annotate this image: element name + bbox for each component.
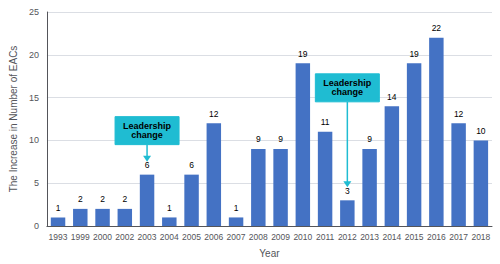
svg-text:25: 25	[29, 7, 39, 17]
svg-text:22: 22	[432, 23, 442, 33]
svg-text:change: change	[131, 130, 163, 140]
svg-text:0: 0	[34, 221, 39, 231]
svg-text:2003: 2003	[138, 232, 157, 242]
svg-text:2013: 2013	[360, 232, 379, 242]
svg-text:1: 1	[56, 203, 61, 213]
svg-text:1993: 1993	[49, 232, 68, 242]
svg-text:11: 11	[321, 117, 330, 127]
svg-text:2002: 2002	[115, 232, 134, 242]
svg-text:3: 3	[345, 186, 350, 196]
svg-text:6: 6	[145, 160, 150, 170]
svg-text:20: 20	[29, 50, 39, 60]
svg-text:change: change	[332, 87, 364, 97]
svg-text:2014: 2014	[382, 232, 401, 242]
svg-text:2015: 2015	[405, 232, 424, 242]
svg-text:9: 9	[256, 134, 261, 144]
svg-text:2006: 2006	[204, 232, 223, 242]
svg-text:2017: 2017	[449, 232, 468, 242]
svg-text:2009: 2009	[271, 232, 290, 242]
svg-text:12: 12	[454, 109, 464, 119]
svg-text:9: 9	[367, 134, 372, 144]
svg-text:10: 10	[476, 126, 486, 136]
svg-text:2018: 2018	[471, 232, 490, 242]
svg-text:Year: Year	[259, 248, 280, 259]
svg-text:10: 10	[29, 135, 39, 145]
svg-text:1: 1	[167, 203, 172, 213]
svg-text:2007: 2007	[227, 232, 246, 242]
svg-text:9: 9	[278, 134, 283, 144]
svg-text:15: 15	[29, 93, 39, 103]
svg-text:2: 2	[122, 194, 127, 204]
svg-text:19: 19	[298, 49, 308, 59]
svg-text:2000: 2000	[93, 232, 112, 242]
svg-text:12: 12	[209, 109, 219, 119]
svg-text:2012: 2012	[338, 232, 357, 242]
svg-text:2011: 2011	[316, 232, 335, 242]
svg-text:1: 1	[234, 203, 239, 213]
svg-text:2: 2	[100, 194, 105, 204]
svg-text:Leadership: Leadership	[323, 78, 372, 89]
svg-text:2005: 2005	[182, 232, 201, 242]
svg-text:Leadership: Leadership	[123, 121, 172, 132]
svg-text:2: 2	[78, 194, 83, 204]
svg-text:6: 6	[189, 160, 194, 170]
svg-text:2004: 2004	[160, 232, 179, 242]
svg-text:2010: 2010	[293, 232, 312, 242]
svg-text:1999: 1999	[71, 232, 90, 242]
svg-text:19: 19	[409, 49, 419, 59]
svg-text:2016: 2016	[427, 232, 446, 242]
svg-text:The Increase in Number of EACs: The Increase in Number of EACs	[8, 46, 19, 193]
svg-text:14: 14	[387, 92, 397, 102]
svg-text:5: 5	[34, 178, 39, 188]
svg-text:2008: 2008	[249, 232, 268, 242]
